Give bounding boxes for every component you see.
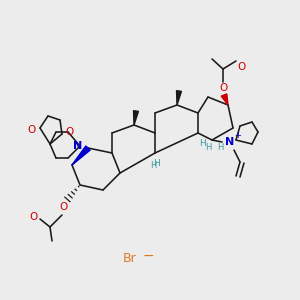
Text: N: N <box>74 141 82 151</box>
Text: +: + <box>235 131 242 140</box>
Text: O: O <box>28 125 36 135</box>
Text: O: O <box>238 62 246 72</box>
Text: O: O <box>66 127 74 137</box>
Text: H: H <box>217 143 223 152</box>
Text: O: O <box>219 83 227 93</box>
Polygon shape <box>134 111 139 125</box>
Polygon shape <box>72 146 90 165</box>
Text: H: H <box>205 143 211 152</box>
Text: −: − <box>142 249 154 263</box>
Polygon shape <box>221 94 228 105</box>
Text: N: N <box>225 137 235 147</box>
Polygon shape <box>176 91 181 105</box>
Text: H: H <box>199 139 206 148</box>
Text: H: H <box>150 160 156 169</box>
Text: H: H <box>154 158 160 167</box>
Text: O: O <box>30 212 38 222</box>
Text: Br: Br <box>123 251 137 265</box>
Text: O: O <box>60 202 68 212</box>
